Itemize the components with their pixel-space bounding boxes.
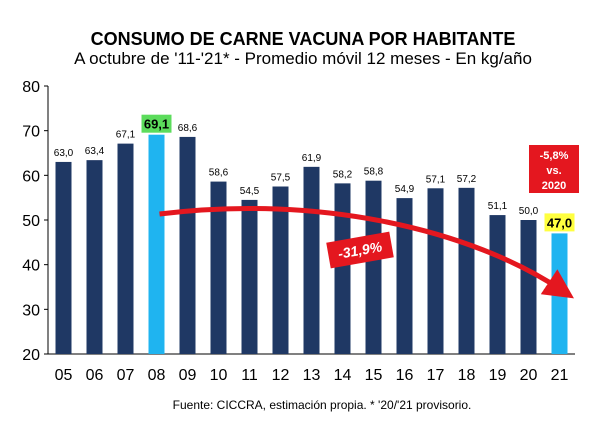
x-tick-label: 18	[458, 367, 476, 384]
data-label: 57,1	[426, 174, 446, 185]
bar	[458, 187, 475, 354]
bar	[55, 161, 72, 354]
data-label: 58,6	[209, 168, 229, 179]
chart-subtitle: A octubre de '11-'21* - Promedio móvil 1…	[74, 49, 532, 68]
x-tick-label: 15	[365, 367, 383, 384]
data-label: 50,0	[519, 206, 539, 217]
x-tick-label: 06	[86, 367, 104, 384]
y-tick-label: 60	[22, 168, 40, 185]
data-label: 68,6	[178, 123, 198, 134]
bar	[117, 143, 134, 354]
x-tick-label: 09	[179, 367, 197, 384]
chart-title: CONSUMO DE CARNE VACUNA POR HABITANTE	[90, 29, 516, 49]
yoy-note-line: -5,8%	[540, 150, 569, 162]
bar	[334, 183, 351, 354]
bar	[489, 215, 506, 354]
x-tick-label: 10	[210, 367, 228, 384]
data-label: 54,5	[240, 186, 260, 197]
x-tick-label: 12	[272, 367, 290, 384]
bar	[551, 233, 568, 354]
bar	[365, 180, 382, 354]
bar	[427, 188, 444, 354]
trend-arrow	[159, 205, 574, 299]
source-note: Fuente: CICCRA, estimación propia. * '20…	[172, 398, 472, 412]
x-tick-label: 21	[551, 367, 569, 384]
data-label: 58,2	[333, 169, 353, 180]
y-tick-label: 80	[22, 79, 40, 96]
data-label: 69,1	[144, 117, 169, 132]
data-label: 63,0	[54, 148, 74, 159]
y-tick-label: 40	[22, 258, 40, 275]
yoy-note-line: vs.	[546, 165, 561, 177]
data-label-box	[141, 114, 172, 133]
data-label: 67,1	[116, 130, 136, 141]
bar	[210, 181, 227, 354]
trend-label-box	[326, 231, 394, 269]
bar	[241, 199, 258, 354]
bar	[148, 134, 165, 354]
yoy-note-box	[529, 145, 579, 193]
data-label-box	[544, 213, 575, 232]
data-label: 51,1	[488, 201, 508, 212]
x-tick-label: 13	[303, 367, 321, 384]
trend-label: -31,9%	[337, 238, 384, 262]
y-tick-label: 20	[22, 347, 40, 364]
data-label: 61,9	[302, 153, 322, 164]
y-tick-label: 70	[22, 124, 40, 141]
y-tick-label: 30	[22, 302, 40, 319]
bar	[272, 186, 289, 354]
yoy-note-line: 2020	[542, 180, 566, 192]
x-tick-label: 16	[396, 367, 414, 384]
x-tick-label: 14	[334, 367, 352, 384]
trend-label-group: -31,9%	[326, 231, 394, 269]
bar	[86, 160, 103, 354]
bar	[303, 166, 320, 354]
bar	[179, 136, 196, 354]
x-tick-label: 11	[241, 367, 258, 384]
x-tick-label: 19	[489, 367, 507, 384]
bar	[520, 220, 537, 354]
y-tick-label: 50	[22, 213, 40, 230]
data-label: 57,5	[271, 173, 291, 184]
x-tick-label: 20	[520, 367, 538, 384]
bar	[396, 198, 413, 354]
x-tick-label: 07	[117, 367, 135, 384]
data-label: 63,4	[85, 146, 105, 157]
x-tick-label: 05	[55, 367, 73, 384]
data-label: 57,2	[457, 174, 477, 185]
data-label: 58,8	[364, 167, 384, 178]
x-tick-label: 17	[427, 367, 445, 384]
data-label: 54,9	[395, 184, 415, 195]
data-label: 47,0	[547, 215, 572, 230]
x-tick-label: 08	[148, 367, 166, 384]
